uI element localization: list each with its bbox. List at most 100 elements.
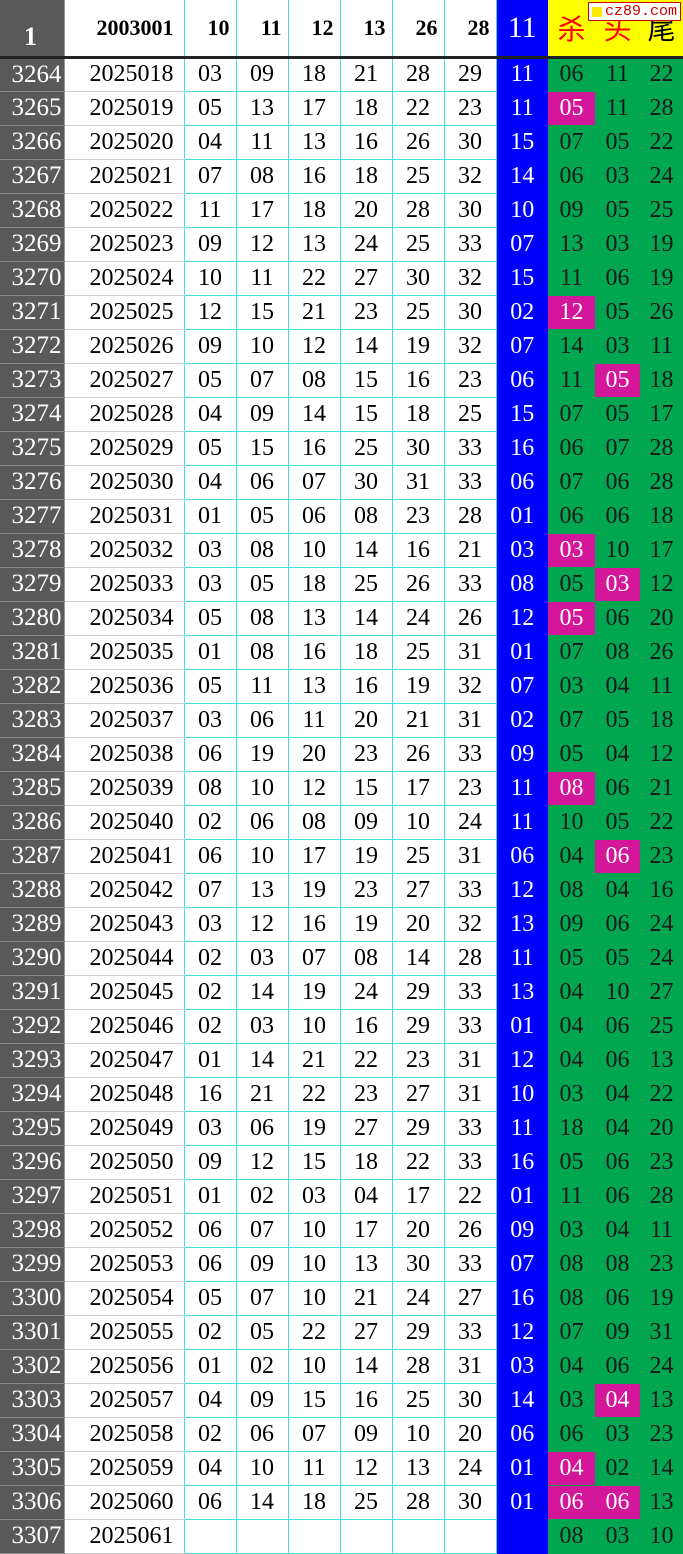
number-cell: 19: [392, 329, 445, 364]
number-cell: 14: [236, 1043, 289, 1078]
number-cell: 04: [340, 1179, 393, 1214]
kill-cell: 05: [595, 397, 640, 432]
number-cell: 33: [444, 1111, 497, 1146]
kill-cell: 06: [595, 1179, 640, 1214]
number-cell: 18: [340, 159, 393, 194]
table-row: 3272 2025026 09 10 12 14 19 32 07 14 03 11: [0, 329, 683, 364]
number-cell: 15: [340, 771, 393, 806]
number-cell: 31: [444, 635, 497, 670]
kill-cell: 10: [548, 805, 595, 840]
kill-cell: 06: [595, 1281, 640, 1316]
row-index: 3287: [0, 839, 65, 874]
number-cell: 02: [184, 941, 237, 976]
header-num: 28: [444, 0, 497, 59]
number-cell: 01: [184, 1043, 237, 1078]
kill-cell: 11: [640, 329, 683, 364]
number-cell: 10: [236, 329, 289, 364]
number-cell: 29: [392, 1111, 445, 1146]
number-cell: [288, 1519, 341, 1554]
header-label-kill: 杀: [548, 0, 595, 59]
kill-cell: 28: [640, 431, 683, 466]
special-cell: 06: [496, 1417, 548, 1452]
special-cell: 01: [496, 1451, 548, 1486]
row-index: 3273: [0, 363, 65, 398]
header-special: 11: [496, 0, 548, 59]
kill-cell: 05: [595, 295, 640, 330]
number-cell: 06: [184, 1213, 237, 1248]
period-cell: 2025053: [64, 1247, 185, 1282]
number-cell: 17: [392, 1179, 445, 1214]
table-row: 3288 2025042 07 13 19 23 27 33 12 08 04 16: [0, 873, 683, 908]
number-cell: 05: [184, 431, 237, 466]
number-cell: 32: [444, 159, 497, 194]
number-cell: 13: [236, 91, 289, 126]
period-cell: 2025058: [64, 1417, 185, 1452]
number-cell: 12: [340, 1451, 393, 1486]
row-index: 3284: [0, 737, 65, 772]
table-row: 3267 2025021 07 08 16 18 25 32 14 06 03 24: [0, 159, 683, 194]
row-index: 3281: [0, 635, 65, 670]
number-cell: 22: [392, 1145, 445, 1180]
period-cell: 2025035: [64, 635, 185, 670]
number-cell: 24: [392, 601, 445, 636]
period-cell: 2025036: [64, 669, 185, 704]
table-row: 3304 2025058 02 06 07 09 10 20 06 06 03 23: [0, 1417, 683, 1452]
number-cell: 08: [340, 941, 393, 976]
special-cell: 14: [496, 159, 548, 194]
special-cell: 11: [496, 57, 548, 92]
period-cell: 2025042: [64, 873, 185, 908]
number-cell: 26: [392, 125, 445, 160]
number-cell: 09: [340, 1417, 393, 1452]
special-cell: 16: [496, 1145, 548, 1180]
period-cell: 2025044: [64, 941, 185, 976]
number-cell: 14: [340, 1349, 393, 1384]
number-cell: 13: [340, 1247, 393, 1282]
header-num: 11: [236, 0, 289, 59]
period-cell: 2025025: [64, 295, 185, 330]
special-cell: 11: [496, 941, 548, 976]
special-cell: 13: [496, 975, 548, 1010]
special-cell: 07: [496, 227, 548, 262]
kill-cell: 07: [548, 703, 595, 738]
kill-cell: 26: [640, 635, 683, 670]
kill-cell: 10: [640, 1519, 683, 1554]
kill-cell: 21: [640, 771, 683, 806]
special-cell: 11: [496, 91, 548, 126]
kill-cell: 04: [548, 975, 595, 1010]
number-cell: 28: [392, 193, 445, 228]
number-cell: 04: [184, 1451, 237, 1486]
kill-cell: 08: [595, 1247, 640, 1282]
number-cell: 10: [288, 533, 341, 568]
number-cell: 10: [184, 261, 237, 296]
number-cell: 09: [184, 1145, 237, 1180]
period-cell: 2025026: [64, 329, 185, 364]
number-cell: 23: [444, 91, 497, 126]
number-cell: 12: [184, 295, 237, 330]
table-row: 3268 2025022 11 17 18 20 28 30 10 09 05 25: [0, 193, 683, 228]
kill-cell: 07: [548, 397, 595, 432]
number-cell: 17: [288, 839, 341, 874]
number-cell: 05: [184, 1281, 237, 1316]
number-cell: [392, 1519, 445, 1554]
number-cell: 13: [392, 1451, 445, 1486]
kill-cell: 22: [640, 805, 683, 840]
kill-cell: 07: [548, 465, 595, 500]
number-cell: 07: [288, 941, 341, 976]
number-cell: 07: [288, 465, 341, 500]
table-row: 3265 2025019 05 13 17 18 22 23 11 05 11 28: [0, 91, 683, 126]
number-cell: 05: [236, 1315, 289, 1350]
number-cell: 31: [444, 1349, 497, 1384]
row-index: 3300: [0, 1281, 65, 1316]
kill-cell: 28: [640, 1179, 683, 1214]
number-cell: 08: [288, 363, 341, 398]
period-cell: 2025033: [64, 567, 185, 602]
kill-cell: 28: [640, 465, 683, 500]
kill-cell: 13: [640, 1485, 683, 1520]
kill-cell: 17: [640, 533, 683, 568]
number-cell: 29: [392, 975, 445, 1010]
number-cell: 33: [444, 737, 497, 772]
kill-cell: 10: [595, 975, 640, 1010]
special-cell: 10: [496, 1077, 548, 1112]
row-index: 3270: [0, 261, 65, 296]
number-cell: 10: [288, 1349, 341, 1384]
